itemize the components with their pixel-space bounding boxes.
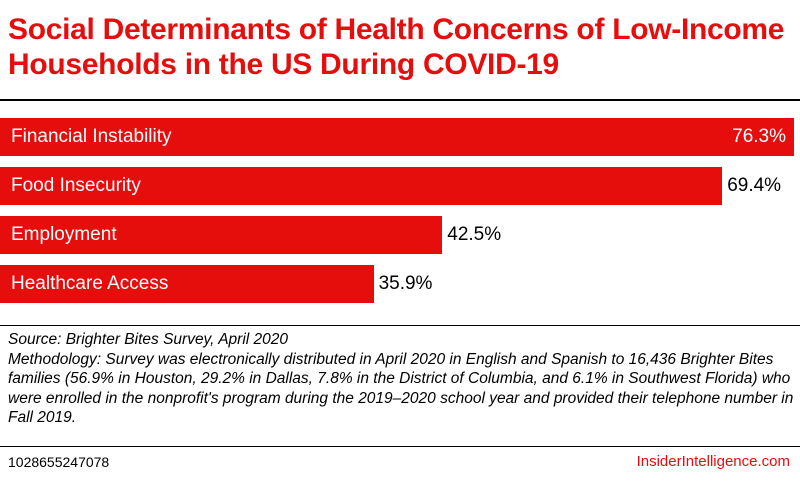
bar-category-label: Employment bbox=[11, 224, 117, 245]
bar-value-label: 76.3% bbox=[732, 126, 786, 147]
bar-value-label: 69.4% bbox=[727, 175, 782, 196]
methodology-note: Methodology: Survey was electronically d… bbox=[8, 350, 794, 427]
bar-category-label: Food Insecurity bbox=[11, 175, 141, 196]
bar bbox=[0, 167, 723, 205]
bar-row: Employment 42.5% bbox=[0, 216, 800, 254]
chart-title: Social Determinants of Health Concerns o… bbox=[8, 13, 785, 81]
bar bbox=[0, 216, 443, 254]
source-note: Source: Brighter Bites Survey, April 202… bbox=[8, 331, 288, 348]
top-divider bbox=[0, 99, 800, 101]
notes-divider bbox=[0, 325, 800, 326]
footer-divider bbox=[0, 446, 800, 447]
bar-row: Financial Instability 76.3% bbox=[0, 118, 800, 156]
bar-row: Food Insecurity 69.4% bbox=[0, 167, 800, 205]
bar-value-label: 42.5% bbox=[447, 224, 502, 245]
bar-category-label: Healthcare Access bbox=[11, 273, 169, 294]
bar-row: Healthcare Access 35.9% bbox=[0, 265, 800, 303]
chart-notes: Source: Brighter Bites Survey, April 202… bbox=[8, 330, 794, 428]
bar-category-label: Financial Instability bbox=[11, 126, 172, 147]
brand-link[interactable]: InsiderIntelligence.com bbox=[636, 453, 790, 470]
chart-id: 1028655247078 bbox=[8, 454, 110, 470]
bar-value-label: 35.9% bbox=[378, 273, 433, 294]
bar bbox=[0, 118, 794, 156]
bar bbox=[0, 265, 374, 303]
